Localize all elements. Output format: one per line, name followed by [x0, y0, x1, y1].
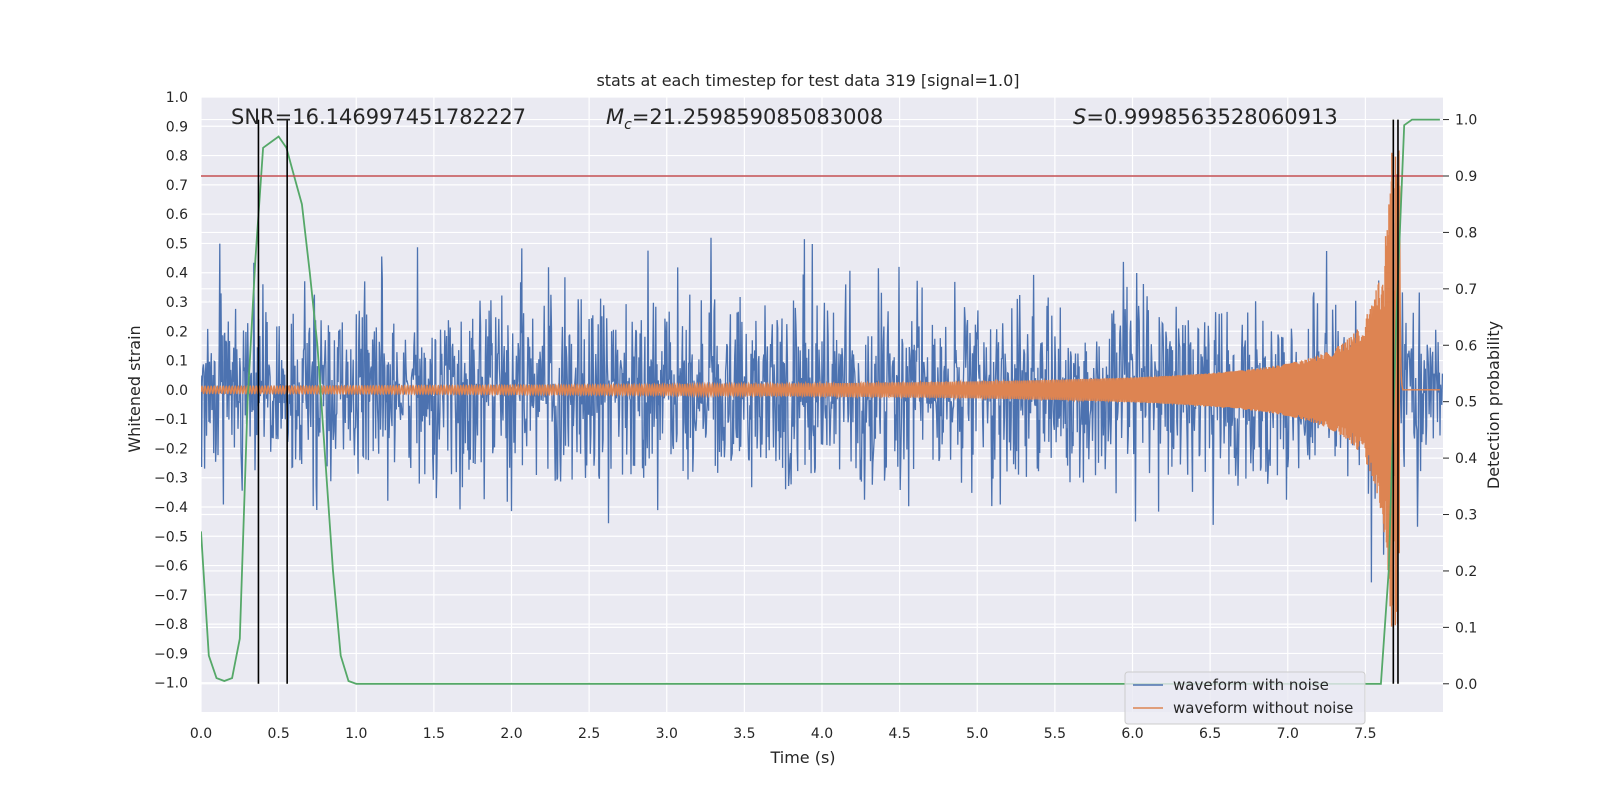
y-right-tick-label: 1.0 [1455, 113, 1477, 129]
x-tick-label: 7.0 [1277, 726, 1299, 742]
score-value: =0.9998563528060913 [1086, 105, 1337, 129]
chirp-mass-subscript: c [624, 117, 632, 133]
legend-entry-clean: waveform without noise [1173, 699, 1353, 717]
y-tick-label: −0.7 [154, 588, 188, 604]
x-axis: 0.0 0.5 1.0 1.5 2.0 2.5 3.0 3.5 4.0 4.5 5.0 5.5 6.0 6… [190, 726, 1377, 742]
x-tick-label: 7.5 [1354, 726, 1376, 742]
y-right-tick-label: 0.0 [1455, 677, 1477, 693]
y-tick-label: −0.3 [154, 471, 188, 487]
y-right-tick-label: 0.6 [1455, 338, 1477, 354]
clean-waveform-line [201, 150, 1440, 627]
y-tick-label: 0.0 [166, 383, 188, 399]
probability-line [201, 118, 1440, 685]
y-tick-label: 0.5 [166, 236, 188, 252]
chirp-mass-value: =21.259859085083008 [632, 105, 883, 129]
y-tick-label: 0.6 [166, 207, 188, 223]
y-tick-label: 0.1 [166, 354, 188, 370]
chart-title: stats at each timestep for test data 319… [596, 71, 1019, 90]
x-tick-label: 0.5 [267, 726, 289, 742]
y-axis-right: 0.0 0.1 0.2 0.3 0.4 0.5 0.6 0.7 0.8 0.9 1.0 [1443, 113, 1477, 693]
y-axis-left: −1.0 −0.9 −0.8 −0.7 −0.6 −0.5 −0.4 −0.3 −0.2 −0.1… [154, 90, 188, 692]
y-tick-label: −0.1 [154, 412, 188, 428]
legend: waveform with noise waveform without noi… [1124, 671, 1366, 725]
score-symbol: S [1073, 105, 1086, 129]
legend-box [1124, 671, 1366, 725]
x-tick-label: 6.0 [1121, 726, 1143, 742]
series-waveform-without-noise [201, 150, 1440, 627]
y-right-tick-label: 0.3 [1455, 508, 1477, 524]
x-tick-label: 6.5 [1199, 726, 1221, 742]
x-tick-label: 2.0 [500, 726, 522, 742]
x-tick-label: 2.5 [578, 726, 600, 742]
x-tick-label: 0.0 [190, 726, 212, 742]
x-tick-label: 3.0 [656, 726, 678, 742]
series-detection-probability [201, 118, 1440, 685]
y-tick-label: −0.2 [154, 441, 188, 457]
x-tick-label: 4.0 [811, 726, 833, 742]
y-tick-label: 0.2 [166, 324, 188, 340]
x-tick-label: 5.0 [966, 726, 988, 742]
y-tick-label: 0.3 [166, 295, 188, 311]
x-tick-label: 1.0 [345, 726, 367, 742]
x-tick-label: 1.5 [423, 726, 445, 742]
y-tick-label: −1.0 [154, 676, 188, 692]
y-right-tick-label: 0.7 [1455, 282, 1477, 298]
y-tick-label: −0.6 [154, 559, 188, 575]
legend-entry-noise: waveform with noise [1173, 676, 1329, 694]
chirp-mass-symbol: M [606, 105, 624, 129]
y-right-tick-label: 0.5 [1455, 395, 1477, 411]
y-right-tick-label: 0.9 [1455, 169, 1477, 185]
y-tick-label: 0.9 [166, 119, 188, 135]
x-tick-label: 5.5 [1044, 726, 1066, 742]
y-right-tick-label: 0.2 [1455, 564, 1477, 580]
y-tick-label: 1.0 [166, 90, 188, 106]
y-tick-label: −0.4 [154, 500, 188, 516]
x-tick-label: 4.5 [888, 726, 910, 742]
x-axis-label: Time (s) [769, 748, 835, 767]
snr-annotation: SNR=16.146997451782227 [231, 105, 526, 129]
y-right-tick-label: 0.1 [1455, 620, 1477, 636]
chirp-mass-annotation: Mc=21.259859085083008 [606, 105, 883, 133]
y-tick-label: 0.4 [166, 266, 188, 282]
x-tick-label: 3.5 [733, 726, 755, 742]
y-tick-label: −0.9 [154, 646, 188, 662]
y-right-tick-label: 0.4 [1455, 451, 1477, 467]
y-tick-label: −0.8 [154, 617, 188, 633]
y-right-tick-label: 0.8 [1455, 225, 1477, 241]
y-axis-right-label: Detection probability [1484, 321, 1503, 489]
y-tick-label: −0.5 [154, 529, 188, 545]
marker-lines [201, 119, 1443, 684]
y-tick-label: 0.8 [166, 149, 188, 165]
y-tick-label: 0.7 [166, 178, 188, 194]
score-annotation: S=0.9998563528060913 [1073, 105, 1338, 129]
y-axis-label: Whitened strain [125, 325, 144, 452]
